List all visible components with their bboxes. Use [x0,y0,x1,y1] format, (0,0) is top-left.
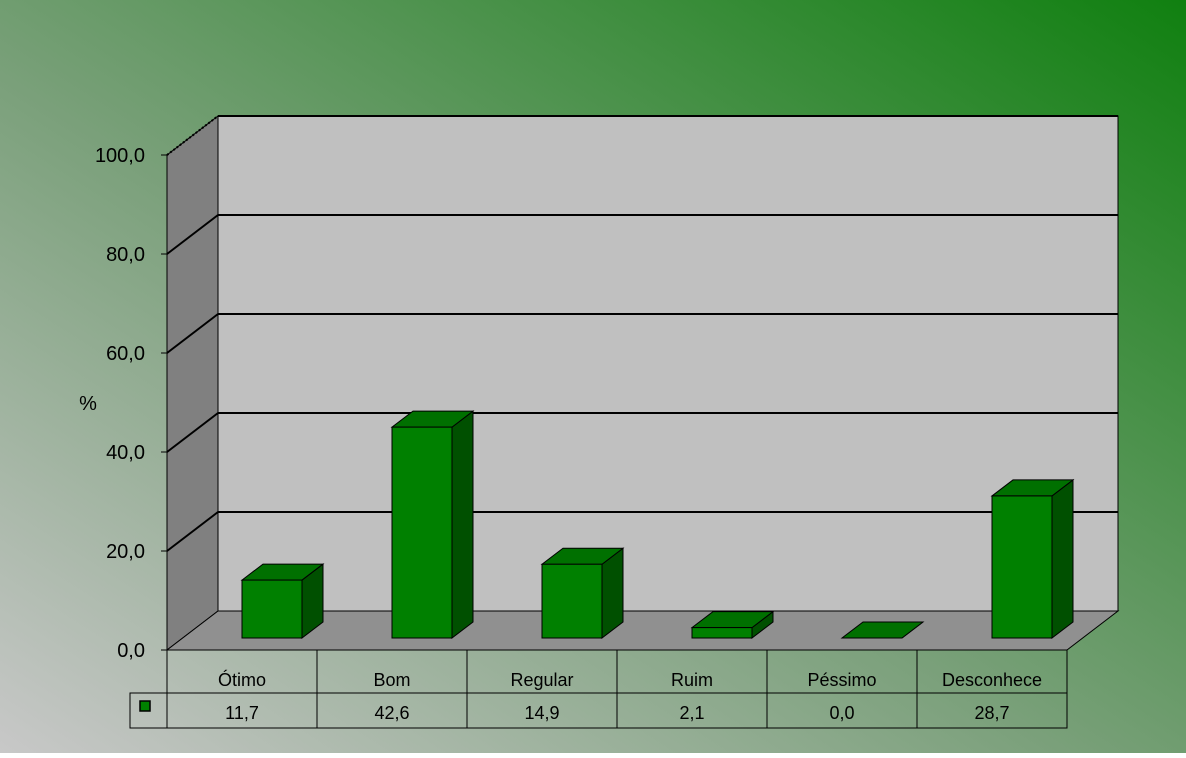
gridline-diagonal [166,115,219,156]
bar-front [391,426,453,639]
x-tick-label: Ótimo [218,669,266,690]
y-tick-label: 60,0 [106,343,145,365]
gridline-diagonal [166,214,219,255]
green-square-icon [139,700,151,712]
bar-front [691,627,753,639]
y-tick-label: 100,0 [95,145,145,167]
value-cell [916,692,1068,729]
bar [840,621,925,639]
bar-side [1051,478,1074,640]
gridline-diagonal [166,412,219,453]
y-tick-label: 40,0 [106,442,145,464]
data-label: 2,1 [679,703,704,723]
x-tick-label: Desconhece [942,670,1042,690]
bar-front [541,563,603,639]
bar-top [840,621,925,639]
x-tick-label: Regular [510,670,573,690]
bar [240,563,325,640]
bar [540,547,625,640]
bar [390,410,475,640]
bar-front [241,579,303,639]
bar-front [991,495,1053,639]
back-wall [217,115,1119,612]
data-label: 28,7 [974,703,1009,723]
bar [990,478,1075,640]
data-label: 0,0 [829,703,854,723]
y-tick-label: 0,0 [117,640,145,662]
x-tick-label: Péssimo [807,670,876,690]
x-tick-label: Ruim [671,670,713,690]
side-wall [166,114,219,652]
bar [690,610,775,640]
data-label: 11,7 [225,703,259,723]
data-label: 14,9 [524,703,559,723]
x-tick-label: Bom [373,670,410,690]
y-tick-label: 80,0 [106,244,145,266]
bar-side [451,410,474,640]
gridline-diagonal [166,511,219,552]
y-tick-label: 20,0 [106,541,145,563]
y-axis-label: % [79,393,97,415]
gridline-diagonal [166,313,219,354]
data-label: 42,6 [374,703,409,723]
